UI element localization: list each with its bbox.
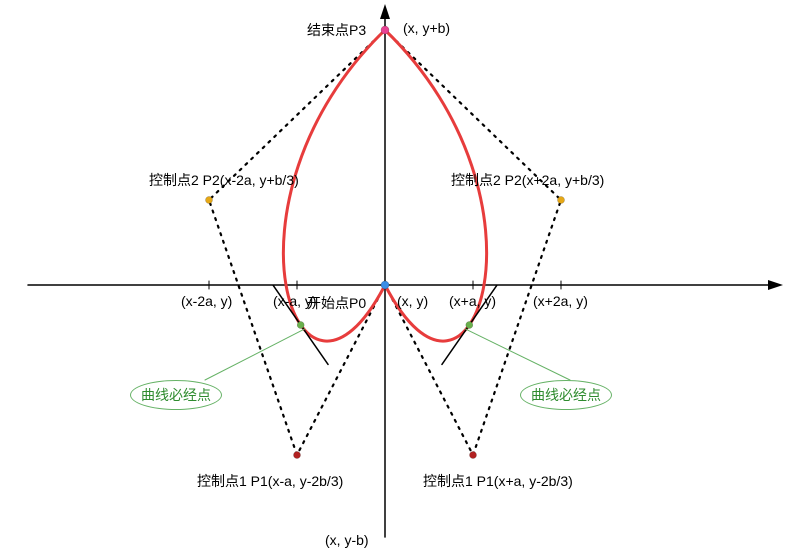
diagram-canvas: (x-2a, y)(x-a, y)开始点P0(x, y)(x+a, y)(x+2… xyxy=(0,0,793,557)
p2-right-label: 控制点2 P2(x+2a, y+b/3) xyxy=(451,170,604,190)
tick-x-2a: (x-2a, y) xyxy=(181,293,232,309)
p1-right-label: 控制点1 P1(x+a, y-2b/3) xyxy=(423,471,573,491)
y-b-label: (x, y-b) xyxy=(325,532,369,548)
tick-x+2a: (x+2a, y) xyxy=(533,293,588,309)
tick-x+a: (x+a, y) xyxy=(449,293,496,309)
p2-left-label: 控制点2 P2(x-2a, y+b/3) xyxy=(149,170,299,190)
callout-left: 曲线必经点 xyxy=(130,380,222,410)
tick-x: (x, y) xyxy=(397,293,428,309)
p0-label: 开始点P0 xyxy=(307,293,366,313)
diagram-svg xyxy=(0,0,793,557)
p1-left-label: 控制点1 P1(x-a, y-2b/3) xyxy=(197,471,343,491)
callout-right: 曲线必经点 xyxy=(520,380,612,410)
p3-label: 结束点P3 xyxy=(307,20,366,40)
p3-coord: (x, y+b) xyxy=(403,20,450,36)
